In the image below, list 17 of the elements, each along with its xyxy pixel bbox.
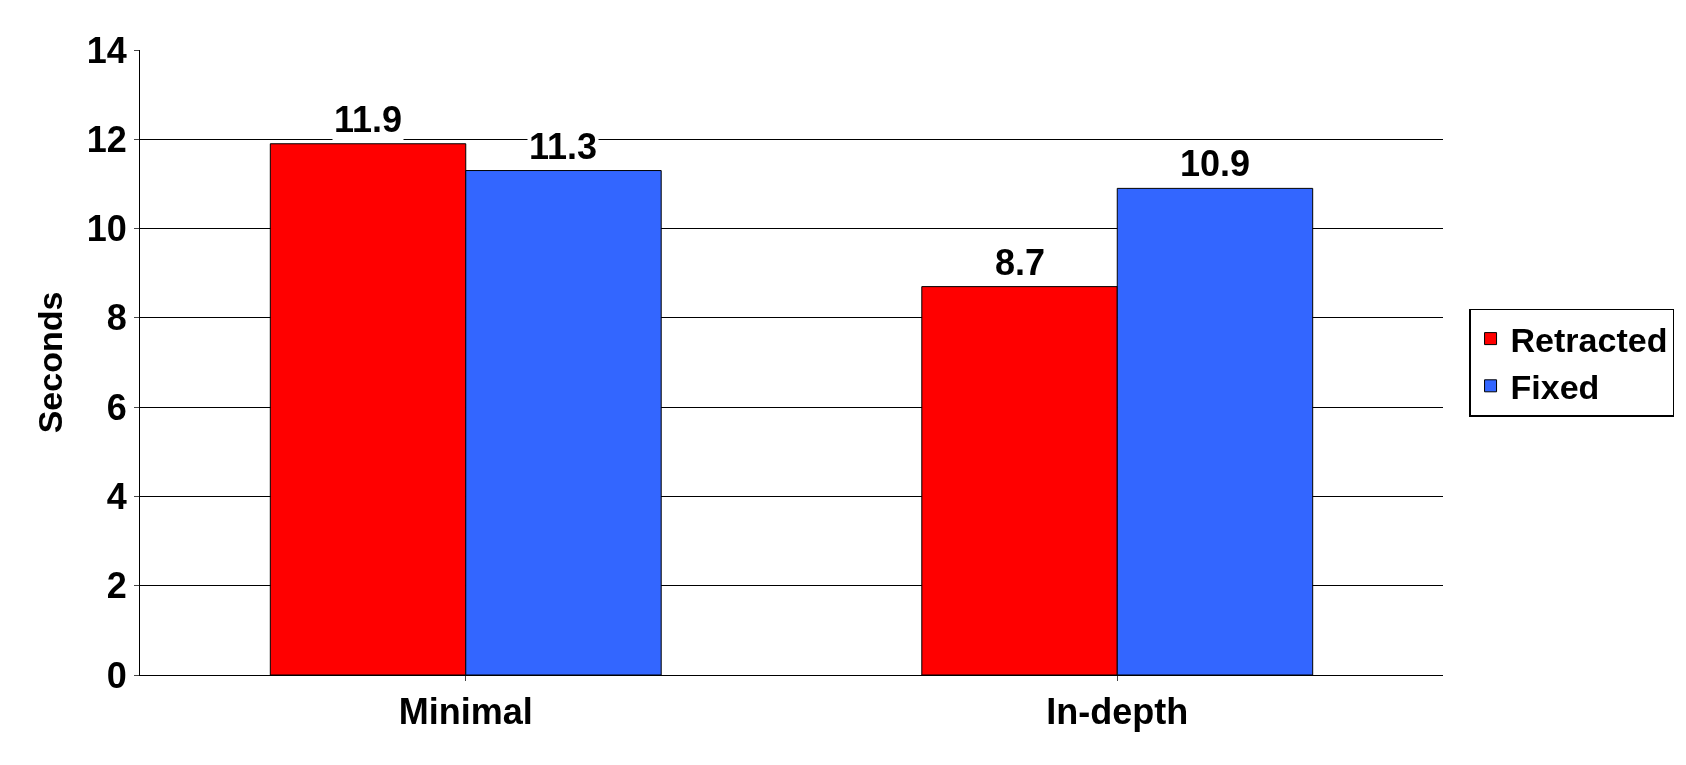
y-tick-label: 4	[106, 476, 127, 518]
y-tick-label: 14	[86, 29, 127, 71]
x-tick-label: In-depth	[1046, 691, 1189, 733]
legend-label: Retracted	[1510, 320, 1668, 359]
y-tick-label: 6	[106, 386, 127, 428]
data-label: 11.3	[529, 126, 598, 167]
data-label: 11.9	[334, 99, 403, 140]
y-tick-label: 10	[86, 208, 127, 250]
data-label: 8.7	[995, 242, 1046, 283]
data-label: 10.9	[1180, 143, 1251, 184]
x-tick-label: Minimal	[398, 691, 533, 733]
y-axis-title: Seconds	[31, 291, 69, 434]
legend-label: Fixed	[1510, 368, 1600, 407]
y-tick-label: 0	[106, 654, 127, 696]
y-tick-label: 12	[86, 118, 127, 160]
y-tick-label: 2	[106, 565, 127, 607]
y-tick-label: 8	[106, 297, 127, 339]
